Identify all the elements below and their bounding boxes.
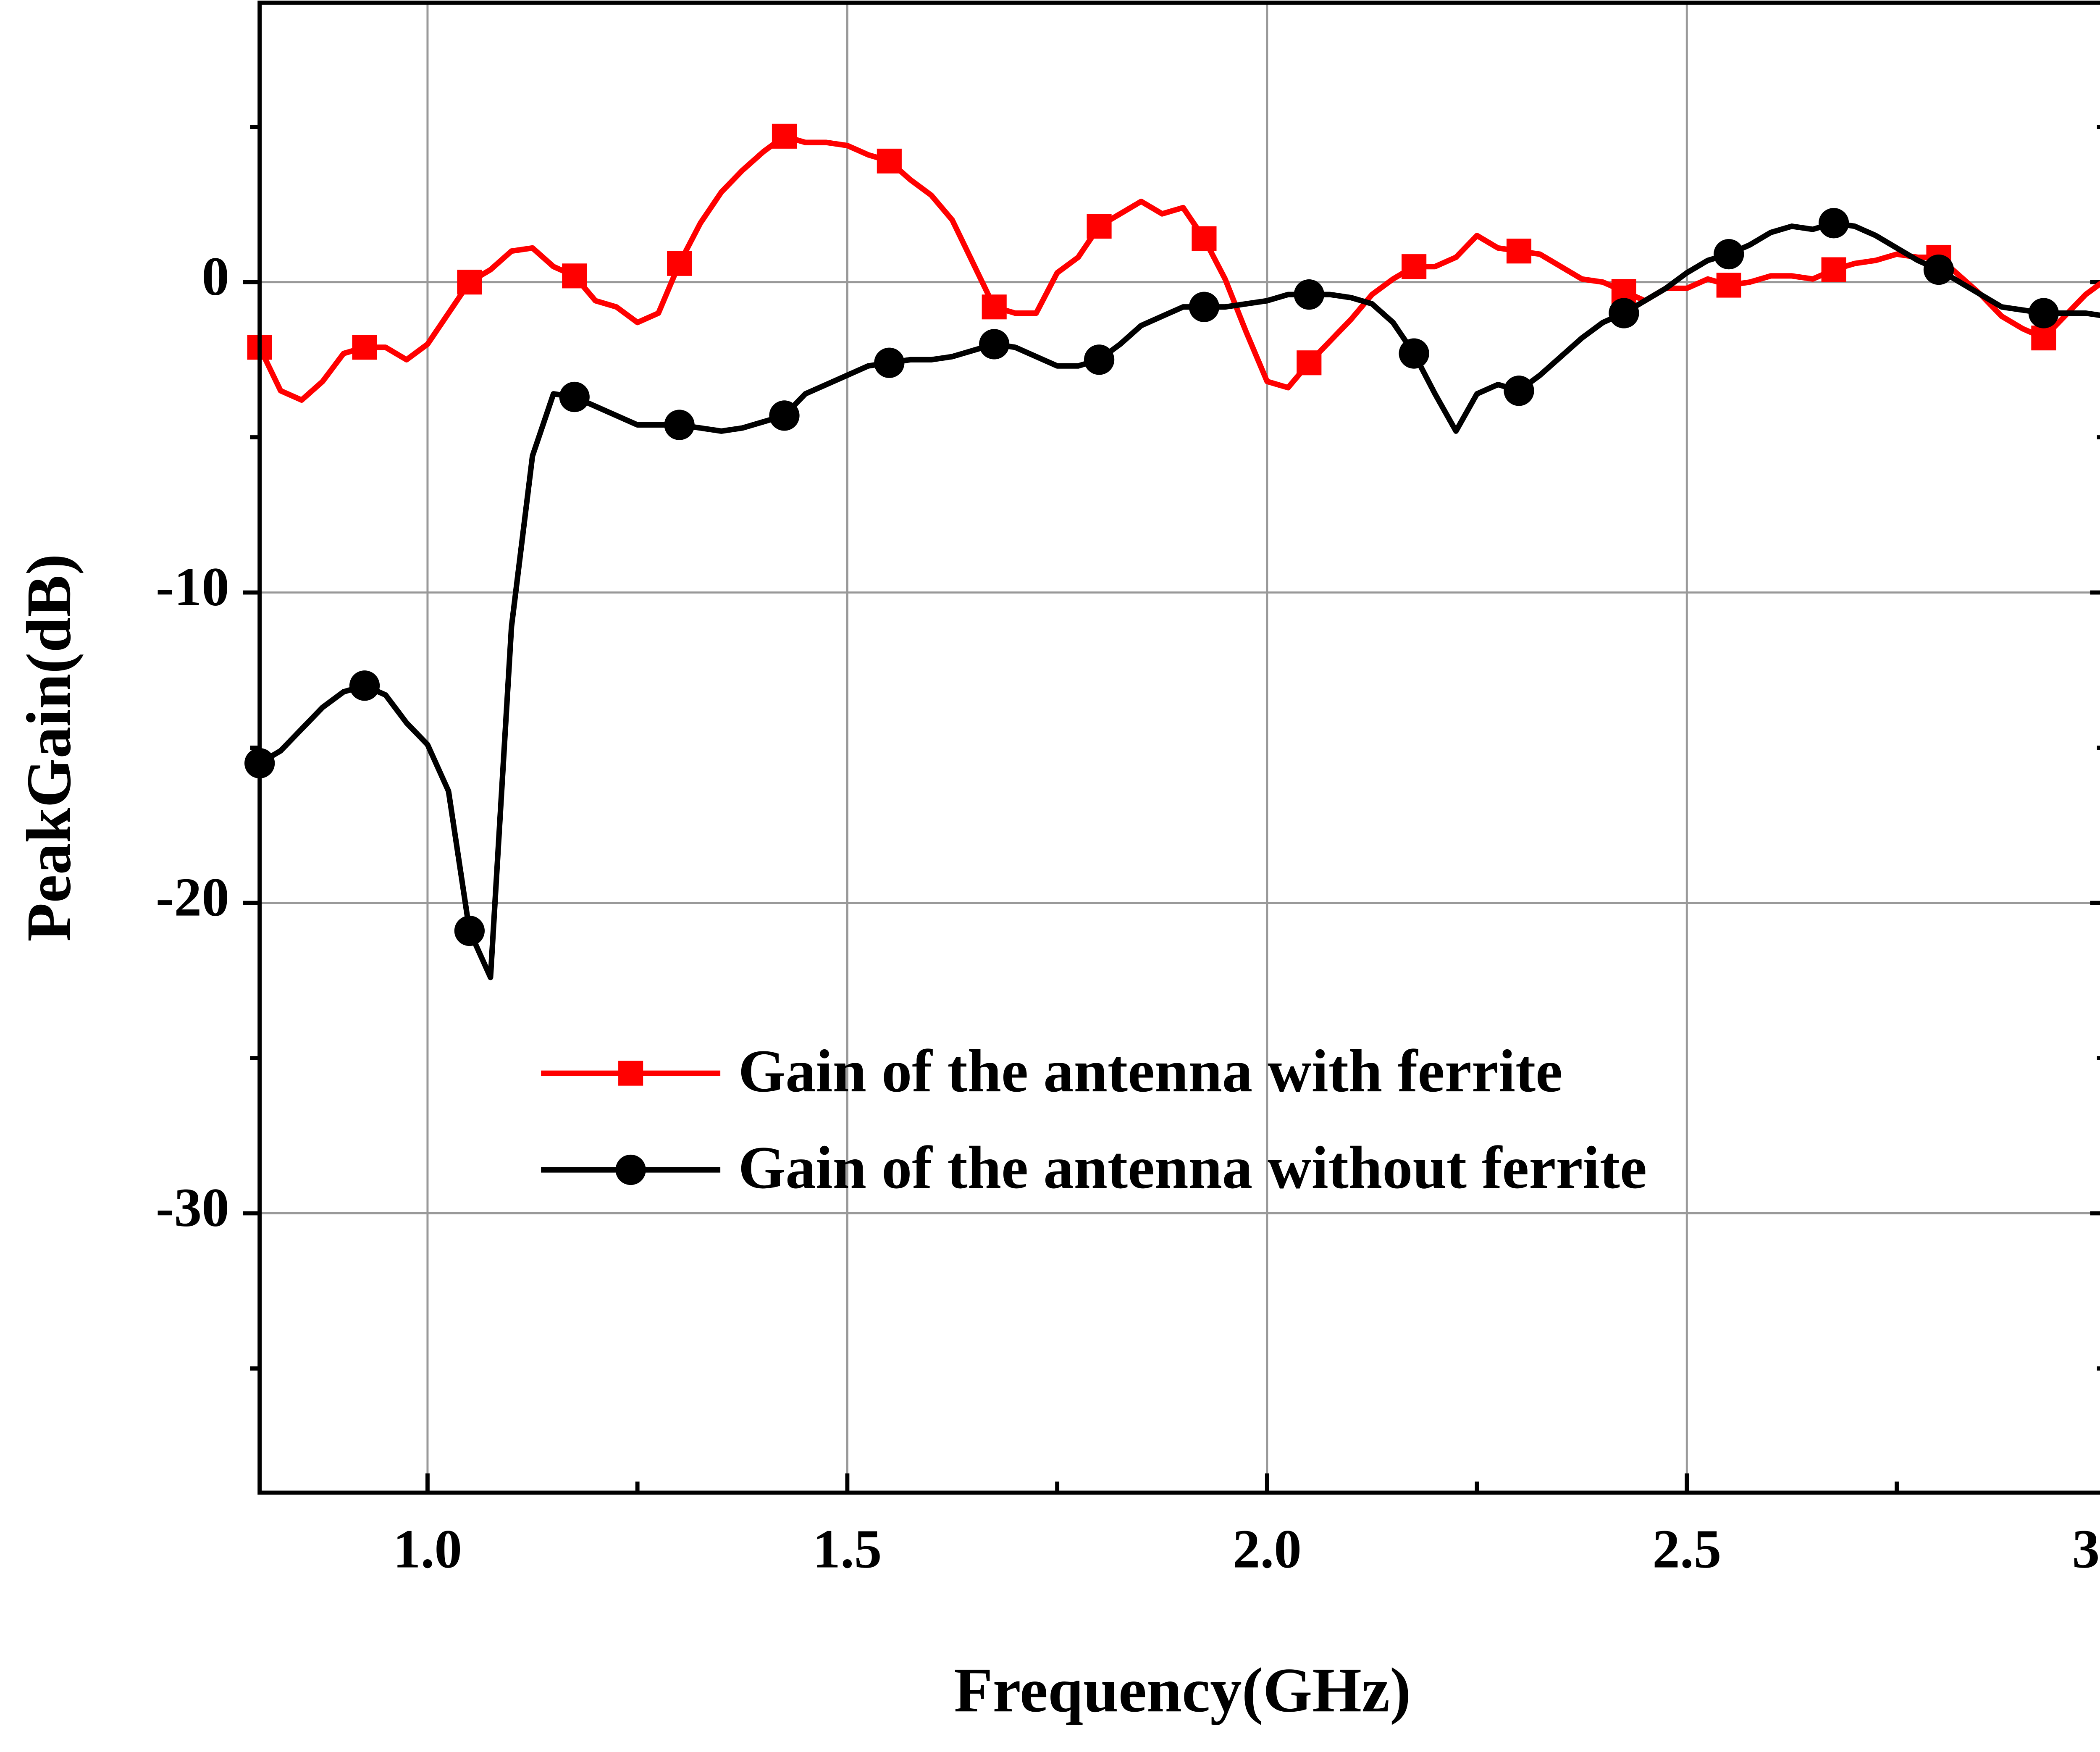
marker — [1504, 376, 1534, 406]
marker — [1609, 298, 1639, 328]
marker — [1399, 338, 1429, 369]
marker — [2028, 298, 2059, 328]
legend-text: Gain of the antenna with ferrite — [738, 1038, 1563, 1105]
marker — [1714, 239, 1744, 270]
legend-marker — [615, 1154, 646, 1185]
series-line — [258, 220, 2100, 980]
marker — [877, 148, 902, 173]
marker — [664, 410, 695, 440]
marker — [1402, 254, 1427, 279]
marker — [1189, 292, 1220, 322]
marker — [1087, 214, 1112, 239]
x-tick-label: 3.0 — [2072, 1518, 2100, 1579]
marker — [562, 263, 587, 289]
legend-text: Gain of the antenna without ferrite — [738, 1134, 1647, 1201]
marker — [2031, 326, 2056, 351]
x-tick-label: 1.5 — [813, 1518, 882, 1579]
y-tick-label: -10 — [156, 557, 229, 617]
legend-marker — [618, 1061, 643, 1086]
marker — [1821, 257, 1846, 282]
y-tick-label: -30 — [156, 1177, 229, 1238]
y-axis-label: PeakGain(dB) — [13, 554, 84, 941]
x-tick-label: 2.5 — [1652, 1518, 1721, 1579]
marker — [352, 335, 377, 360]
marker — [1084, 344, 1115, 375]
marker — [454, 915, 485, 946]
x-tick-label: 2.0 — [1233, 1518, 1302, 1579]
x-axis-label: Frequency(GHz) — [954, 1655, 1411, 1725]
y-tick-label: 0 — [202, 246, 229, 307]
marker — [457, 270, 482, 295]
marker — [982, 294, 1007, 320]
marker — [1923, 254, 1954, 285]
marker — [559, 381, 590, 412]
marker — [874, 347, 905, 378]
plot-frame — [257, 0, 2100, 1495]
marker — [979, 329, 1010, 360]
marker — [769, 400, 800, 431]
marker — [1818, 208, 1849, 239]
marker — [1294, 279, 1324, 310]
marker — [1506, 239, 1532, 264]
marker — [1297, 350, 1322, 376]
marker — [1716, 273, 1741, 298]
marker — [349, 670, 380, 701]
marker — [1192, 226, 1217, 251]
x-tick-label: 1.0 — [393, 1518, 462, 1579]
marker — [667, 251, 692, 276]
y-tick-label: -20 — [156, 867, 229, 928]
marker — [772, 123, 797, 149]
